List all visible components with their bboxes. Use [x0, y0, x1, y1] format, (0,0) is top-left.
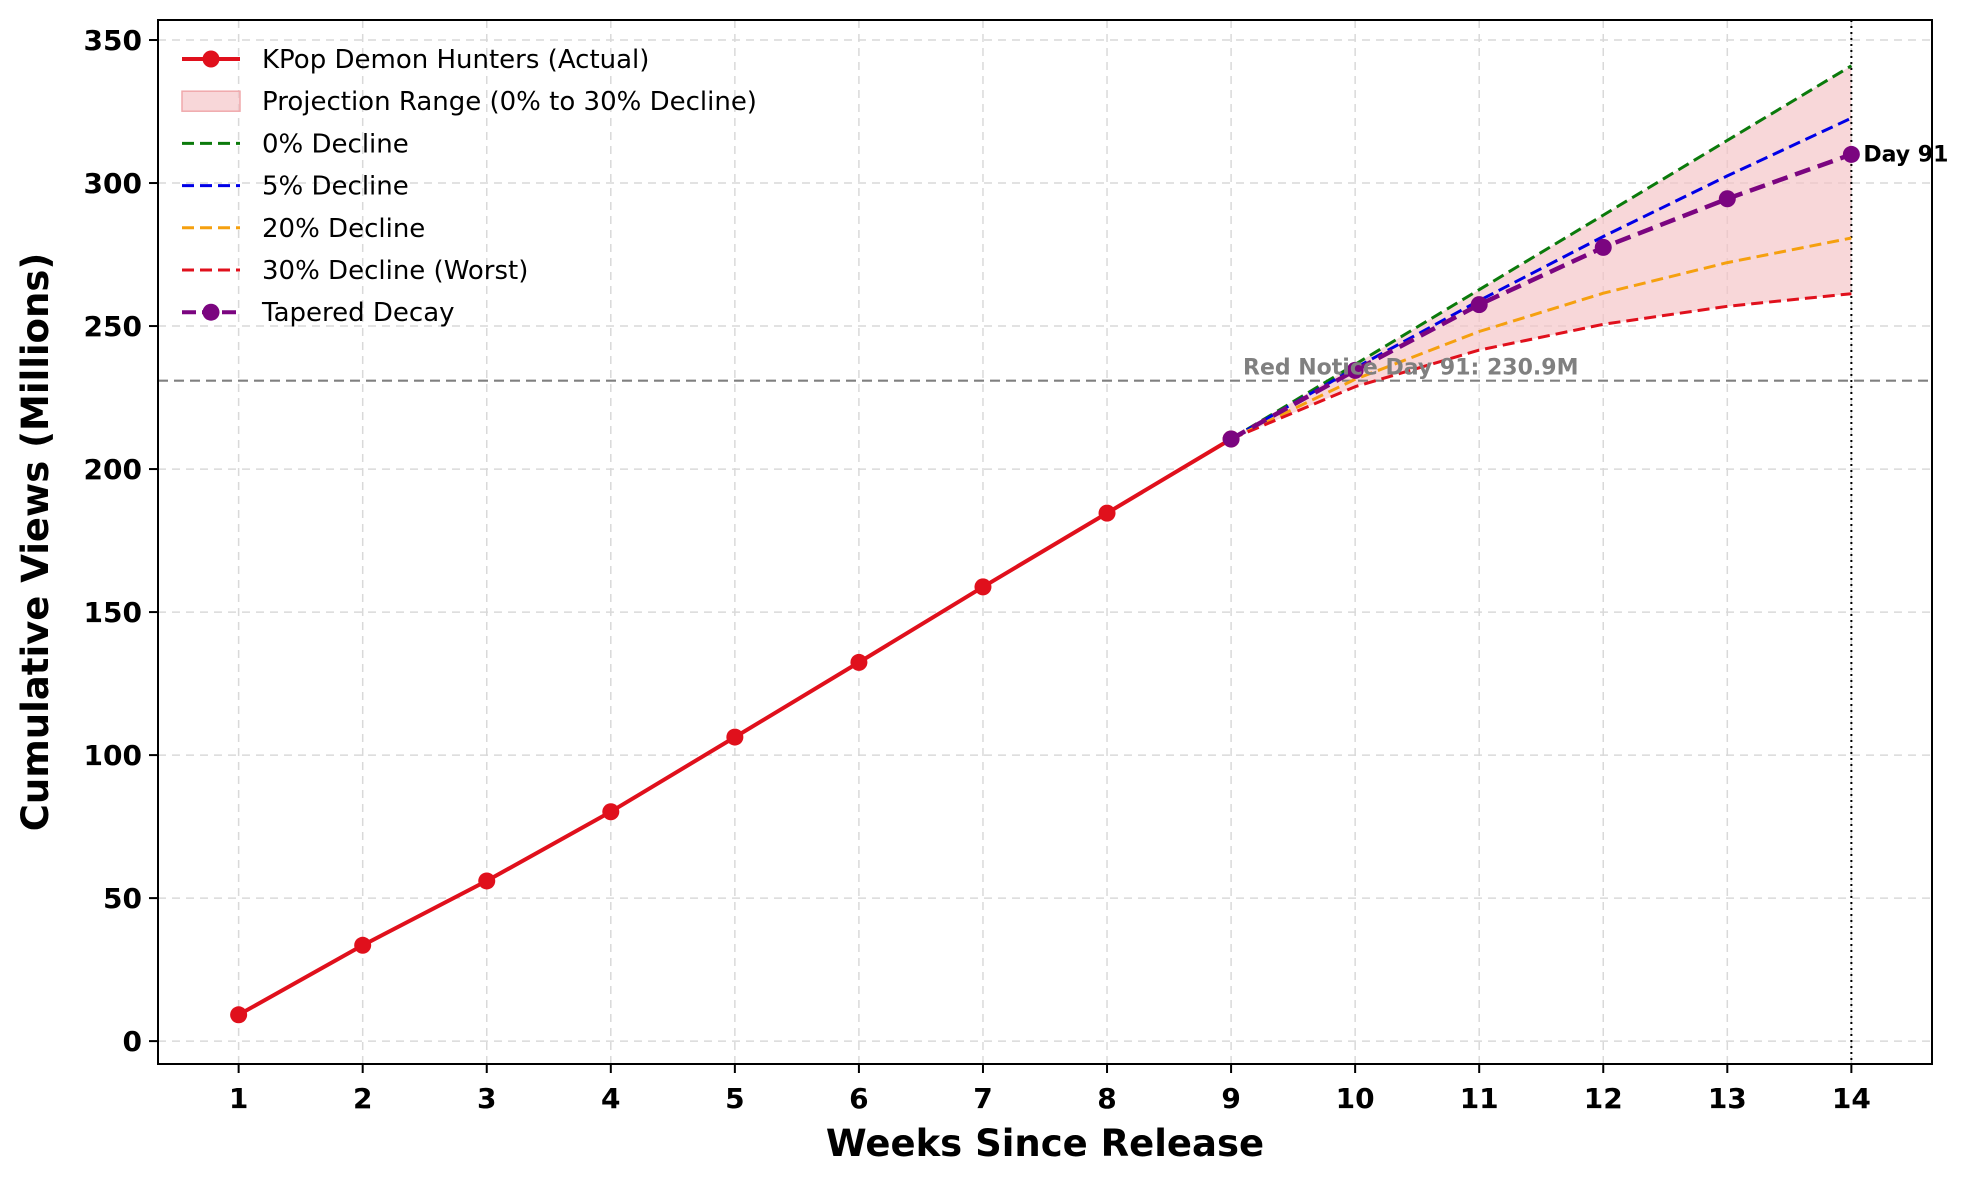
y-tick-label: 150 [84, 596, 142, 629]
kpop-demon-hunters-actual-point [974, 578, 992, 596]
x-tick-label: 9 [1221, 1082, 1240, 1115]
x-axis-title: Weeks Since Release [826, 1122, 1264, 1165]
kpop-demon-hunters-actual-point [230, 1006, 248, 1024]
reference-line-label: Red Notice Day 91: 230.9M [1243, 356, 1578, 381]
y-tick-label: 100 [84, 739, 142, 772]
x-tick-label: 10 [1336, 1082, 1375, 1115]
y-tick-label: 300 [84, 167, 142, 200]
kpop-demon-hunters-actual-point [354, 936, 372, 954]
y-tick-label: 50 [103, 882, 142, 915]
legend-marker [202, 303, 220, 321]
kpop-demon-hunters-actual-point [850, 653, 868, 671]
series-tapered-decay [1222, 145, 1860, 448]
x-tick-label: 8 [1097, 1082, 1116, 1115]
x-tick-label: 1 [229, 1082, 248, 1115]
series-20-decline [1230, 236, 1852, 441]
x-tick-label: 3 [477, 1082, 496, 1115]
plot-frame [157, 19, 1933, 1065]
legend-label: Tapered Decay [261, 298, 455, 328]
5-decline-line [1230, 116, 1853, 441]
day-91-annotation: Day 91 [1863, 142, 1948, 167]
y-axis-title: Cumulative Views (Millions) [14, 253, 57, 832]
x-tick-label: 14 [1832, 1082, 1871, 1115]
y-tick-label: 250 [84, 310, 142, 343]
tapered-decay-point [1346, 361, 1364, 379]
reference-lines [158, 20, 1932, 1064]
series-kpop-demon-hunters-actual [230, 430, 1240, 1024]
legend-label: 20% Decline [262, 214, 425, 244]
tapered-decay-point [1222, 430, 1240, 448]
x-tick-label: 7 [973, 1082, 992, 1115]
legend-label: Projection Range (0% to 30% Decline) [262, 87, 757, 117]
legend-label: 30% Decline (Worst) [262, 256, 528, 286]
x-tick-label: 4 [601, 1082, 620, 1115]
grid [158, 20, 1932, 1064]
legend-label: 5% Decline [262, 172, 409, 202]
kpop-demon-hunters-actual-point [602, 803, 620, 821]
series-30-decline-worst [1230, 292, 1852, 441]
legend-marker [202, 50, 220, 68]
annotations: Red Notice Day 91: 230.9M Day 91 [1243, 142, 1948, 380]
x-tick-label: 13 [1708, 1082, 1747, 1115]
legend: KPop Demon Hunters (Actual) Projection Ra… [181, 45, 757, 328]
tapered-decay-point [1594, 238, 1612, 256]
legend-item-30-decline-worst: 30% Decline (Worst) [182, 256, 528, 286]
legend-item-0-decline: 0% Decline [182, 129, 409, 159]
x-tick-label: 6 [849, 1082, 868, 1115]
x-tick-label: 12 [1584, 1082, 1623, 1115]
0-decline-line [1230, 64, 1853, 441]
series-0-decline [1230, 64, 1853, 441]
y-tick-label: 200 [84, 453, 142, 486]
y-tick-label: 350 [84, 24, 142, 57]
tapered-decay-point [1718, 190, 1736, 208]
x-tick-label: 11 [1460, 1082, 1499, 1115]
tapered-decay-line [1230, 152, 1853, 441]
legend-item-20-decline: 20% Decline [182, 214, 425, 244]
30-decline-worst-line [1230, 292, 1852, 441]
kpop-demon-hunters-actual-point [1098, 504, 1116, 522]
kpop-demon-hunters-actual-point [726, 728, 744, 746]
legend-item-projection-range-0-to-30-decline: Projection Range (0% to 30% Decline) [181, 87, 757, 117]
tapered-decay-point [1470, 296, 1488, 314]
x-tick-label: 5 [725, 1082, 744, 1115]
legend-item-tapered-decay: Tapered Decay [182, 298, 455, 328]
x-tick-label: 2 [353, 1082, 372, 1115]
series-layer [230, 64, 1860, 1024]
kpop-demon-hunters-actual-point [478, 872, 496, 890]
tapered-decay-point [1842, 145, 1860, 163]
series-5-decline [1230, 116, 1853, 441]
y-tick-label: 0 [123, 1025, 142, 1058]
legend-swatch [181, 90, 241, 112]
legend-item-kpop-demon-hunters-actual: KPop Demon Hunters (Actual) [182, 45, 649, 75]
legend-label: KPop Demon Hunters (Actual) [262, 45, 649, 75]
legend-item-5-decline: 5% Decline [182, 172, 409, 202]
20-decline-line [1230, 236, 1852, 441]
legend-label: 0% Decline [262, 129, 409, 159]
